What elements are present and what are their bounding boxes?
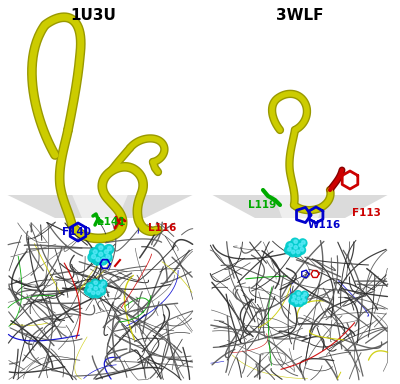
Circle shape — [294, 291, 302, 298]
Circle shape — [92, 291, 95, 295]
Circle shape — [294, 245, 298, 249]
Circle shape — [86, 283, 94, 291]
Circle shape — [298, 239, 307, 247]
Circle shape — [91, 285, 99, 293]
Circle shape — [99, 252, 103, 256]
Circle shape — [302, 241, 305, 244]
Circle shape — [304, 293, 307, 296]
Polygon shape — [274, 195, 326, 218]
Circle shape — [99, 285, 102, 288]
Circle shape — [297, 246, 306, 254]
Circle shape — [92, 255, 102, 265]
Text: F140: F140 — [62, 227, 91, 237]
Circle shape — [289, 297, 296, 305]
Circle shape — [99, 246, 103, 250]
Circle shape — [88, 253, 98, 262]
Circle shape — [291, 244, 299, 252]
Circle shape — [92, 255, 96, 258]
Circle shape — [95, 250, 105, 260]
Circle shape — [300, 297, 307, 305]
Circle shape — [102, 253, 112, 262]
Circle shape — [286, 242, 294, 250]
Circle shape — [292, 299, 295, 302]
Circle shape — [96, 283, 104, 291]
Circle shape — [290, 294, 298, 301]
Circle shape — [101, 248, 110, 257]
Text: F113: F113 — [352, 208, 381, 218]
Circle shape — [95, 244, 105, 253]
Text: 1U3U: 1U3U — [70, 8, 116, 23]
Circle shape — [96, 291, 100, 295]
Circle shape — [84, 287, 93, 295]
Circle shape — [89, 285, 92, 288]
Circle shape — [108, 247, 112, 251]
Circle shape — [296, 242, 304, 250]
Circle shape — [300, 248, 304, 251]
Circle shape — [100, 289, 104, 292]
Circle shape — [298, 294, 306, 301]
Circle shape — [97, 287, 106, 295]
Text: W116: W116 — [308, 220, 341, 230]
Circle shape — [288, 248, 297, 257]
Circle shape — [295, 301, 298, 304]
Circle shape — [301, 291, 308, 298]
Circle shape — [91, 279, 99, 288]
Circle shape — [292, 250, 295, 253]
Circle shape — [294, 295, 302, 303]
Circle shape — [301, 295, 304, 298]
Polygon shape — [8, 195, 192, 218]
Circle shape — [297, 297, 300, 300]
Circle shape — [292, 299, 300, 306]
Circle shape — [293, 248, 302, 257]
Circle shape — [296, 299, 304, 306]
Circle shape — [104, 250, 108, 254]
Circle shape — [293, 295, 296, 298]
Circle shape — [88, 290, 97, 298]
Circle shape — [93, 250, 97, 254]
Circle shape — [294, 240, 298, 243]
Circle shape — [98, 255, 108, 265]
Circle shape — [96, 257, 100, 262]
Circle shape — [104, 245, 114, 254]
Polygon shape — [212, 195, 388, 218]
Circle shape — [88, 289, 91, 292]
Circle shape — [297, 292, 300, 295]
Circle shape — [94, 286, 98, 290]
Circle shape — [302, 299, 306, 302]
Circle shape — [94, 281, 98, 285]
Circle shape — [291, 238, 299, 247]
Circle shape — [288, 248, 291, 251]
Text: L141: L141 — [97, 217, 126, 227]
Polygon shape — [72, 195, 128, 218]
Circle shape — [296, 250, 300, 253]
Circle shape — [102, 281, 105, 285]
Circle shape — [299, 243, 302, 247]
Circle shape — [93, 290, 102, 298]
Text: L119: L119 — [248, 200, 276, 210]
Circle shape — [299, 301, 302, 304]
Circle shape — [284, 246, 293, 254]
Text: L116: L116 — [148, 223, 176, 233]
Circle shape — [98, 280, 107, 288]
Circle shape — [289, 243, 292, 247]
Circle shape — [102, 257, 106, 262]
Text: 3WLF: 3WLF — [276, 8, 324, 23]
Circle shape — [90, 248, 99, 257]
Circle shape — [106, 255, 110, 258]
